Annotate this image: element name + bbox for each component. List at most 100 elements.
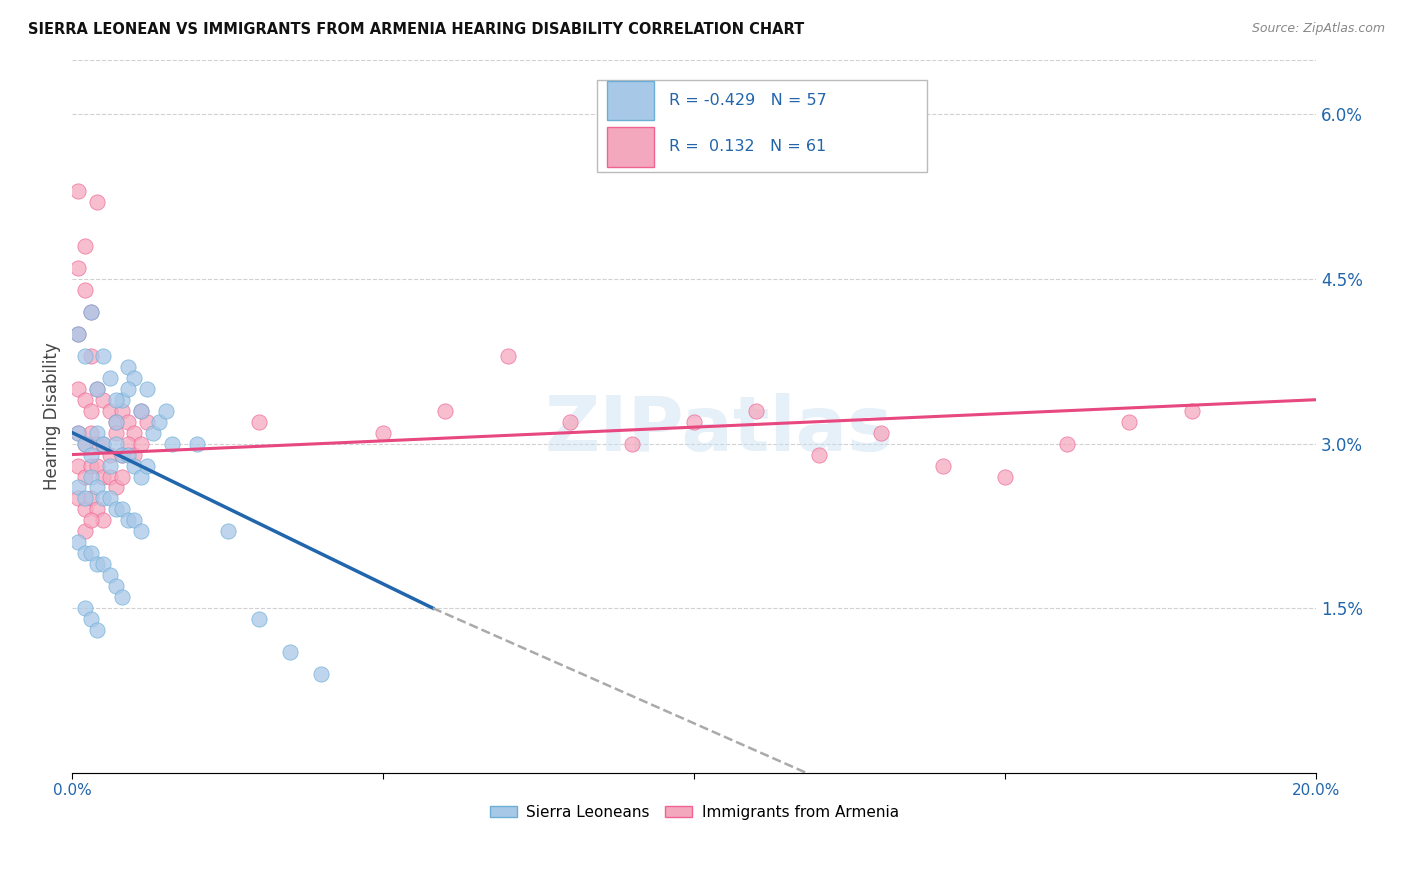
Text: R =  0.132   N = 61: R = 0.132 N = 61: [669, 139, 827, 154]
Point: [73, 491, 96, 506]
Point: [80, 349, 103, 363]
FancyBboxPatch shape: [607, 128, 654, 167]
Point: [104, 481, 127, 495]
Point: [111, 403, 134, 417]
Point: [98, 458, 121, 473]
Point: [104, 392, 127, 407]
Point: [111, 392, 134, 407]
Point: [67, 425, 90, 440]
Point: [1056, 436, 1078, 450]
Point: [91, 392, 114, 407]
Legend: Sierra Leoneans, Immigrants from Armenia: Sierra Leoneans, Immigrants from Armenia: [484, 798, 905, 826]
Point: [80, 305, 103, 319]
Point: [67, 326, 90, 341]
Point: [86, 382, 108, 396]
Point: [73, 392, 96, 407]
Point: [67, 184, 90, 198]
Point: [86, 195, 108, 210]
Point: [278, 645, 301, 659]
Point: [80, 425, 103, 440]
Point: [148, 415, 170, 429]
Text: SIERRA LEONEAN VS IMMIGRANTS FROM ARMENIA HEARING DISABILITY CORRELATION CHART: SIERRA LEONEAN VS IMMIGRANTS FROM ARMENI…: [28, 22, 804, 37]
Point: [98, 371, 121, 385]
Point: [73, 524, 96, 539]
Point: [129, 403, 152, 417]
Point: [309, 667, 332, 681]
Point: [124, 513, 146, 527]
Point: [91, 513, 114, 527]
Point: [683, 415, 706, 429]
Point: [98, 448, 121, 462]
FancyBboxPatch shape: [607, 81, 654, 120]
Point: [98, 568, 121, 582]
Point: [73, 502, 96, 516]
Point: [111, 448, 134, 462]
Point: [434, 403, 457, 417]
Point: [129, 403, 152, 417]
Point: [86, 481, 108, 495]
Point: [111, 469, 134, 483]
Point: [135, 458, 157, 473]
Point: [80, 546, 103, 560]
Point: [1181, 403, 1204, 417]
Point: [80, 491, 103, 506]
Point: [745, 403, 768, 417]
Point: [135, 382, 157, 396]
Point: [80, 513, 103, 527]
Point: [869, 425, 891, 440]
Point: [98, 403, 121, 417]
Point: [67, 481, 90, 495]
Point: [73, 239, 96, 253]
Point: [73, 469, 96, 483]
Point: [124, 458, 146, 473]
Point: [86, 558, 108, 572]
Point: [67, 382, 90, 396]
Point: [80, 612, 103, 626]
Point: [91, 436, 114, 450]
Point: [104, 415, 127, 429]
Point: [117, 415, 139, 429]
Point: [104, 436, 127, 450]
Point: [73, 601, 96, 615]
Point: [104, 579, 127, 593]
Point: [124, 425, 146, 440]
Point: [91, 469, 114, 483]
Point: [247, 612, 270, 626]
Point: [186, 436, 208, 450]
Point: [124, 371, 146, 385]
Point: [91, 349, 114, 363]
Text: ZIPatlas: ZIPatlas: [544, 393, 893, 467]
Point: [67, 491, 90, 506]
Point: [117, 436, 139, 450]
Point: [247, 415, 270, 429]
Point: [373, 425, 395, 440]
Point: [80, 469, 103, 483]
Point: [117, 382, 139, 396]
Point: [67, 458, 90, 473]
Point: [135, 415, 157, 429]
Point: [67, 261, 90, 276]
Point: [86, 458, 108, 473]
Point: [129, 436, 152, 450]
Point: [91, 436, 114, 450]
Point: [86, 436, 108, 450]
Point: [111, 448, 134, 462]
Point: [104, 502, 127, 516]
Point: [124, 448, 146, 462]
Point: [104, 415, 127, 429]
Point: [620, 436, 643, 450]
Point: [932, 458, 955, 473]
Point: [142, 425, 165, 440]
Point: [73, 283, 96, 297]
Point: [111, 502, 134, 516]
Y-axis label: Hearing Disability: Hearing Disability: [44, 343, 60, 490]
Point: [91, 491, 114, 506]
Point: [129, 469, 152, 483]
Point: [86, 382, 108, 396]
Point: [73, 436, 96, 450]
Point: [73, 546, 96, 560]
Point: [86, 623, 108, 637]
Point: [217, 524, 239, 539]
Point: [558, 415, 581, 429]
Point: [91, 558, 114, 572]
